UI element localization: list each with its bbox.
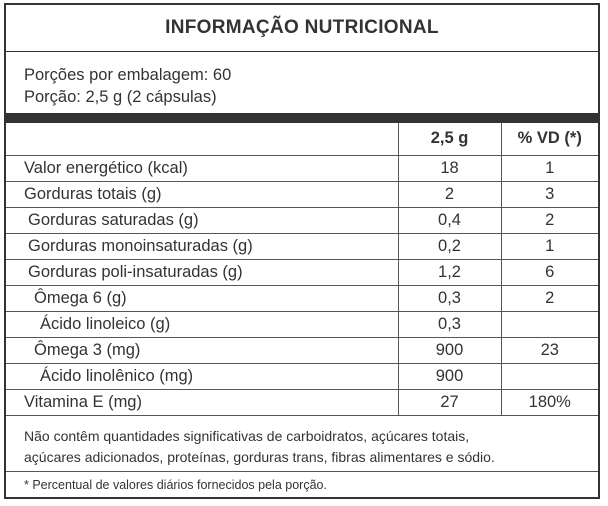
thick-divider — [6, 113, 598, 123]
portion-info: Porções por embalagem: 60 Porção: 2,5 g … — [24, 64, 584, 108]
nutrient-name: Gorduras poli-insaturadas (g) — [6, 259, 399, 286]
portions-per-package: Porções por embalagem: 60 — [24, 66, 232, 84]
nutrient-daily-value: 2 — [501, 207, 598, 234]
table-row: Gorduras saturadas (g) 0,4 2 — [6, 207, 598, 234]
nutrient-amount: 0,4 — [398, 207, 502, 234]
nutrient-amount: 0,2 — [398, 233, 502, 260]
nutrient-amount: 900 — [398, 363, 502, 390]
nutrient-name: Gorduras totais (g) — [6, 181, 399, 208]
nutrient-amount: 0,3 — [398, 285, 502, 312]
nutrition-table: 2,5 g % VD (*) Valor energético (kcal) 1… — [6, 123, 598, 416]
serving-size: Porção: 2,5 g (2 cápsulas) — [24, 88, 217, 106]
table-header-row: 2,5 g % VD (*) — [6, 123, 598, 156]
table-row: Gorduras poli-insaturadas (g) 1,2 6 — [6, 259, 598, 286]
nutrient-daily-value: 3 — [501, 181, 598, 208]
header-daily-value: % VD (*) — [501, 123, 598, 156]
table-row: Vitamina E (mg) 27 180% — [6, 389, 598, 416]
daily-value-footnote: * Percentual de valores diários fornecid… — [24, 478, 327, 492]
nutrition-facts-label: INFORMAÇÃO NUTRICIONAL Porções por embal… — [4, 3, 600, 499]
nutrient-name: Gorduras saturadas (g) — [6, 207, 399, 234]
label-title: INFORMAÇÃO NUTRICIONAL — [6, 5, 598, 52]
nutrient-name: Vitamina E (mg) — [6, 389, 399, 416]
table-row: Ácido linoleico (g) 0,3 — [6, 311, 598, 338]
table-row: Ômega 3 (mg) 900 23 — [6, 337, 598, 364]
nutrient-name: Ácido linolênico (mg) — [6, 363, 399, 390]
nutrient-amount: 18 — [398, 155, 502, 182]
not-significant-note: Não contêm quantidades significativas de… — [24, 426, 584, 468]
nutrient-daily-value — [501, 311, 598, 338]
nutrient-name: Ômega 3 (mg) — [6, 337, 399, 364]
nutrient-daily-value: 180% — [501, 389, 598, 416]
table-row: Gorduras totais (g) 2 3 — [6, 181, 598, 208]
table-row: Valor energético (kcal) 18 1 — [6, 155, 598, 182]
nutrient-name: Gorduras monoinsaturadas (g) — [6, 233, 399, 260]
nutrient-amount: 0,3 — [398, 311, 502, 338]
header-amount: 2,5 g — [398, 123, 502, 156]
nutrient-amount: 1,2 — [398, 259, 502, 286]
table-row: Gorduras monoinsaturadas (g) 0,2 1 — [6, 233, 598, 260]
nutrient-daily-value: 2 — [501, 285, 598, 312]
nutrient-name: Ômega 6 (g) — [6, 285, 399, 312]
table-row: Ômega 6 (g) 0,3 2 — [6, 285, 598, 312]
nutrient-daily-value: 1 — [501, 155, 598, 182]
nutrient-daily-value: 6 — [501, 259, 598, 286]
nutrient-amount: 900 — [398, 337, 502, 364]
note-line: açúcares adicionados, proteínas, gordura… — [24, 449, 495, 465]
table-row: Ácido linolênico (mg) 900 — [6, 363, 598, 390]
header-nutrient — [6, 123, 399, 156]
nutrient-amount: 27 — [398, 389, 502, 416]
nutrient-daily-value — [501, 363, 598, 390]
nutrient-name: Ácido linoleico (g) — [6, 311, 399, 338]
nutrient-daily-value: 23 — [501, 337, 598, 364]
nutrient-name: Valor energético (kcal) — [6, 155, 399, 182]
nutrient-amount: 2 — [398, 181, 502, 208]
nutrient-daily-value: 1 — [501, 233, 598, 260]
footnote-divider — [6, 471, 598, 472]
note-line: Não contêm quantidades significativas de… — [24, 428, 470, 444]
